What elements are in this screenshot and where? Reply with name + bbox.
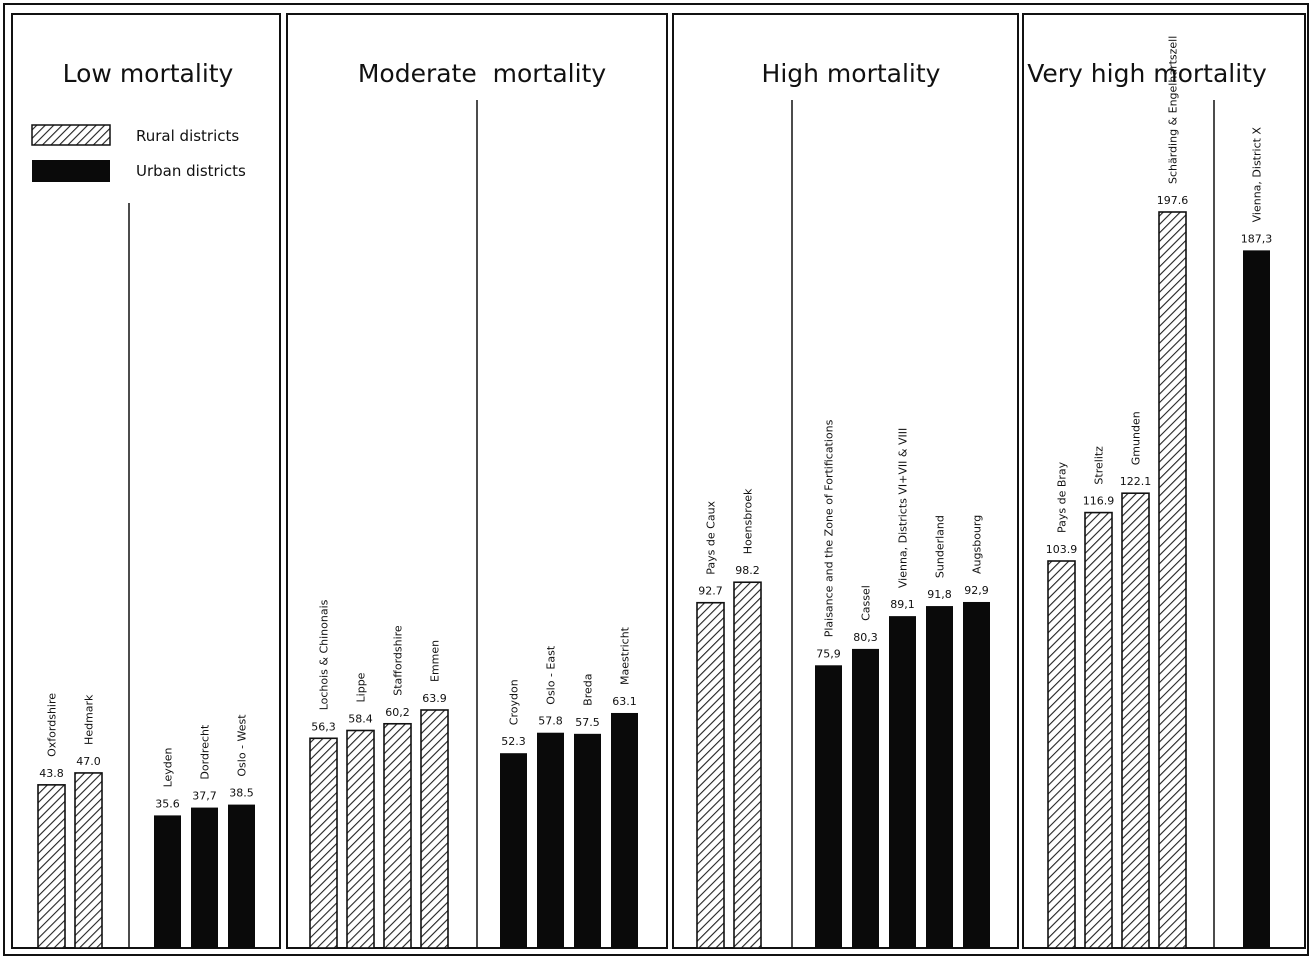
value-label: 89,1 <box>890 598 915 611</box>
panel-title-very-high: Very high mortality <box>1027 59 1267 88</box>
bar-rural-p2-1 <box>733 581 762 949</box>
panel-title-moderate: Moderate mortality <box>358 59 607 88</box>
category-label: Croydon <box>508 679 521 725</box>
bar-urban-p1-3 <box>611 712 638 948</box>
category-label: Hoensbroek <box>742 488 755 554</box>
panel-frame-high <box>672 13 1019 949</box>
category-label: Cassel <box>860 585 873 621</box>
category-label: Sunderland <box>934 515 947 578</box>
bar-rural-p1-0 <box>309 737 338 949</box>
legend-swatch-urban <box>32 160 110 182</box>
value-label: 47.0 <box>76 755 101 768</box>
value-label: 57.5 <box>575 716 600 729</box>
bar-rural-p3-2 <box>1121 492 1150 949</box>
category-label: Lippe <box>355 672 368 702</box>
bar-urban-p0-0 <box>154 815 181 948</box>
bar-rural-p3-3 <box>1158 211 1187 949</box>
panel-title-low: Low mortality <box>63 59 234 88</box>
value-label: 80,3 <box>853 631 878 644</box>
value-label: 116.9 <box>1083 495 1115 508</box>
legend-swatch-rural <box>31 124 111 146</box>
bar-urban-p2-4 <box>963 601 990 948</box>
category-label: Leyden <box>162 747 175 787</box>
category-label: Oxfordshire <box>46 693 59 757</box>
category-label: Oslo - West <box>236 714 249 777</box>
category-label: Vienna, District X <box>1251 127 1264 223</box>
bar-urban-p1-2 <box>574 733 601 948</box>
value-label: 43.8 <box>39 767 64 780</box>
legend-label-rural: Rural districts <box>136 127 239 145</box>
value-label: 38.5 <box>229 787 254 800</box>
value-label: 60,2 <box>385 706 410 719</box>
category-label: Breda <box>582 674 595 706</box>
bar-urban-p2-3 <box>926 606 953 948</box>
value-label: 75,9 <box>816 647 841 660</box>
category-label: Gmunden <box>1130 411 1143 465</box>
value-label: 98.2 <box>735 564 760 577</box>
value-label: 35.6 <box>155 797 180 810</box>
bar-rural-p3-1 <box>1084 511 1113 949</box>
category-label: Lochois & Chinonais <box>318 599 331 710</box>
value-label: 63.1 <box>612 695 637 708</box>
category-label: Pays de Bray <box>1056 461 1069 533</box>
bar-rural-p2-0 <box>696 601 725 949</box>
value-label: 58.4 <box>348 712 373 725</box>
category-label: Maestricht <box>619 626 632 685</box>
value-label: 122.1 <box>1120 475 1152 488</box>
bars-layer: 43.8 Oxfordshire 47.0 Hedmark 35.6 Leyden 37,7… <box>37 36 1273 949</box>
category-label: Staffordshire <box>392 625 405 696</box>
bar-urban-p2-0 <box>815 665 842 948</box>
bar-urban-p0-2 <box>228 804 255 948</box>
value-label: 92,9 <box>964 584 989 597</box>
bar-urban-p2-1 <box>852 648 879 948</box>
bar-rural-p1-3 <box>420 709 449 949</box>
category-label: Augsbourg <box>971 515 984 574</box>
bar-rural-p1-2 <box>383 722 412 949</box>
bar-rural-p3-0 <box>1047 560 1076 949</box>
outer-frame <box>3 3 1309 956</box>
category-label: Emmen <box>429 640 442 682</box>
category-label: Oslo - East <box>545 645 558 705</box>
value-label: 63.9 <box>422 692 447 705</box>
bar-urban-p3-0 <box>1243 250 1270 948</box>
category-label: Strelitz <box>1093 446 1106 485</box>
value-label: 52.3 <box>501 735 526 748</box>
value-label: 56,3 <box>311 720 336 733</box>
legend-label-urban: Urban districts <box>136 162 246 180</box>
bar-rural-p0-0 <box>37 784 66 949</box>
legend: Rural districts Urban districts <box>31 124 246 182</box>
category-label: Dordrecht <box>199 724 212 780</box>
value-label: 197.6 <box>1157 194 1189 207</box>
value-label: 103.9 <box>1046 543 1078 556</box>
bar-rural-p1-1 <box>346 729 375 949</box>
bar-urban-p1-1 <box>537 732 564 948</box>
category-label: Pays de Caux <box>705 500 718 574</box>
bar-rural-p0-1 <box>74 772 103 949</box>
value-label: 92.7 <box>698 585 723 598</box>
bar-urban-p2-2 <box>889 616 916 948</box>
bar-urban-p0-1 <box>191 807 218 948</box>
category-label: Schärding & Engelhartszell <box>1167 36 1180 184</box>
value-label: 91,8 <box>927 588 952 601</box>
value-label: 187,3 <box>1241 232 1273 245</box>
value-label: 37,7 <box>192 790 217 803</box>
category-label: Vienna, Districts VI+VII & VIII <box>897 428 910 588</box>
bar-urban-p1-0 <box>500 753 527 948</box>
panel-title-high: High mortality <box>762 59 941 88</box>
category-label: Hedmark <box>83 694 96 745</box>
category-label: Plaisance and the Zone of Fortifications <box>823 419 836 637</box>
value-label: 57.8 <box>538 715 563 728</box>
panel-frame-low <box>11 13 281 949</box>
